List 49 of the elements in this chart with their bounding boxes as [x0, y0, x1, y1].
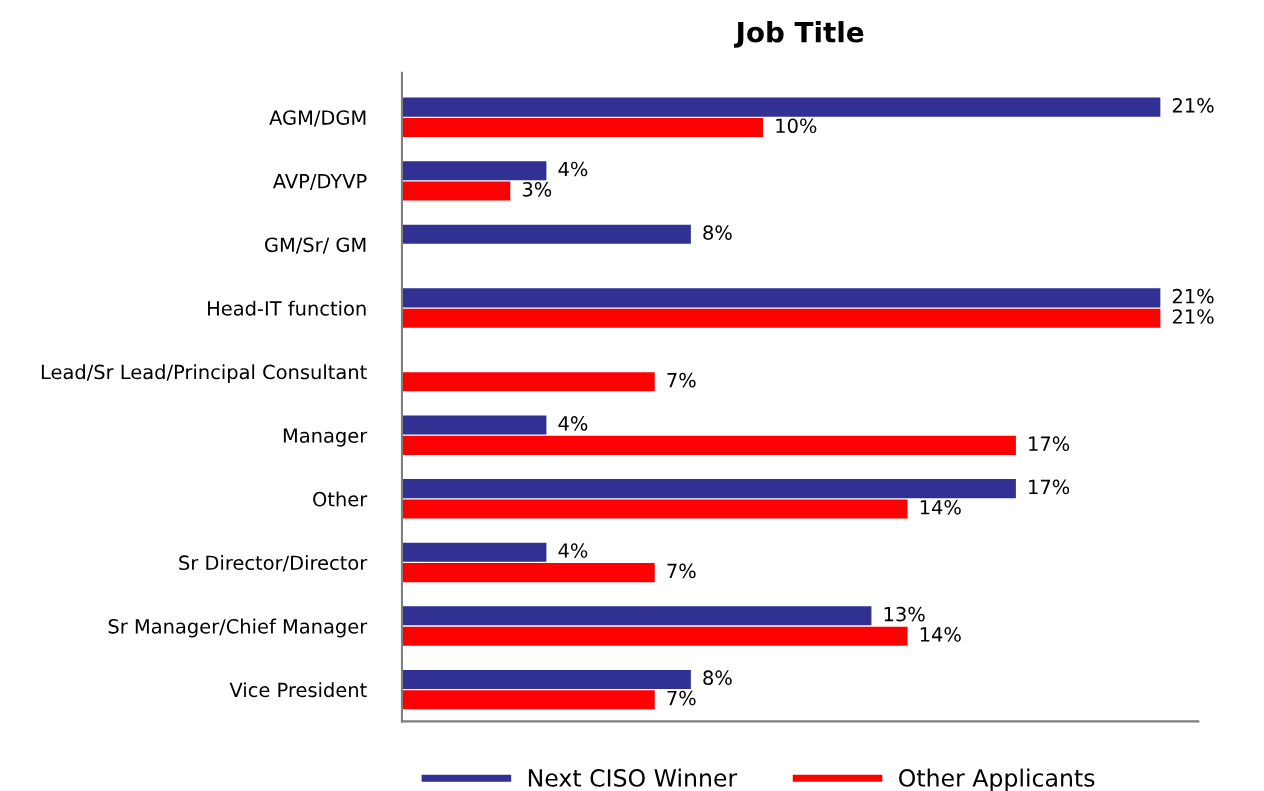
- data-label: 4%: [558, 543, 588, 558]
- y-tick-label: Sr Manager/Chief Manager: [108, 618, 368, 638]
- data-label: 10%: [776, 118, 817, 134]
- data-label: 7%: [667, 563, 696, 579]
- bar: [401, 499, 908, 519]
- bar: [401, 626, 908, 646]
- data-label: 13%: [884, 606, 925, 622]
- bar: [401, 372, 655, 392]
- bar: [401, 690, 655, 710]
- bar: [401, 415, 547, 435]
- bar: [401, 435, 1016, 455]
- data-label: 4%: [558, 416, 588, 431]
- bar: [401, 606, 872, 626]
- data-label: 8%: [703, 225, 732, 240]
- data-label: 3%: [522, 181, 552, 197]
- y-tick-label: Vice President: [229, 682, 367, 698]
- bar: [401, 224, 691, 244]
- y-tick-label: Lead/Sr Lead/Principal Consultant: [41, 364, 367, 384]
- bar: [401, 97, 1161, 117]
- legend-label: Next CISO Winner: [528, 768, 738, 787]
- bar: [401, 669, 691, 689]
- bar: [401, 288, 1161, 308]
- data-label: 21%: [1172, 309, 1214, 324]
- data-label: 14%: [920, 499, 961, 515]
- legend-label: Other Applicants: [899, 768, 1095, 791]
- bar: [401, 181, 511, 201]
- y-tick-label: GM/Sr/ GM: [265, 237, 366, 254]
- bar: [401, 161, 547, 181]
- bar: [401, 308, 1161, 328]
- data-label: 4%: [558, 161, 588, 177]
- data-label: 17%: [1029, 479, 1070, 495]
- data-label: 21%: [1172, 288, 1214, 304]
- data-label: 14%: [920, 627, 961, 642]
- y-tick-label: Other: [313, 491, 368, 507]
- data-label: 7%: [667, 372, 696, 388]
- y-tick-label: Head-IT function: [208, 300, 366, 316]
- data-label: 17%: [1029, 436, 1070, 452]
- y-tick-label: AVP/DYVP: [272, 174, 367, 191]
- y-tick-label: AGM/DGM: [269, 110, 366, 127]
- chart-title: Job Title: [734, 21, 864, 48]
- bar: [401, 563, 655, 583]
- y-tick-label: Sr Director/Director: [179, 555, 368, 572]
- data-label: 21%: [1172, 98, 1214, 113]
- data-label: 7%: [667, 690, 696, 706]
- bar: [401, 117, 764, 137]
- data-label: 8%: [703, 670, 732, 686]
- bar: [401, 479, 1016, 499]
- y-tick-label: Manager: [283, 428, 368, 447]
- bar: [401, 542, 547, 562]
